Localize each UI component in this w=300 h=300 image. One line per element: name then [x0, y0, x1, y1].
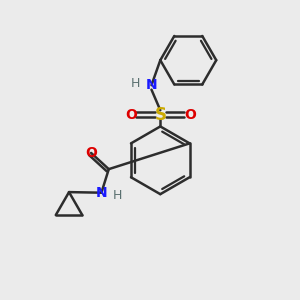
Text: N: N	[96, 186, 107, 200]
Text: S: S	[154, 106, 166, 124]
Text: H: H	[113, 189, 122, 202]
Text: N: N	[146, 78, 157, 92]
Text: O: O	[125, 108, 137, 122]
Text: H: H	[130, 77, 140, 90]
Text: O: O	[184, 108, 196, 122]
Text: O: O	[85, 146, 97, 160]
